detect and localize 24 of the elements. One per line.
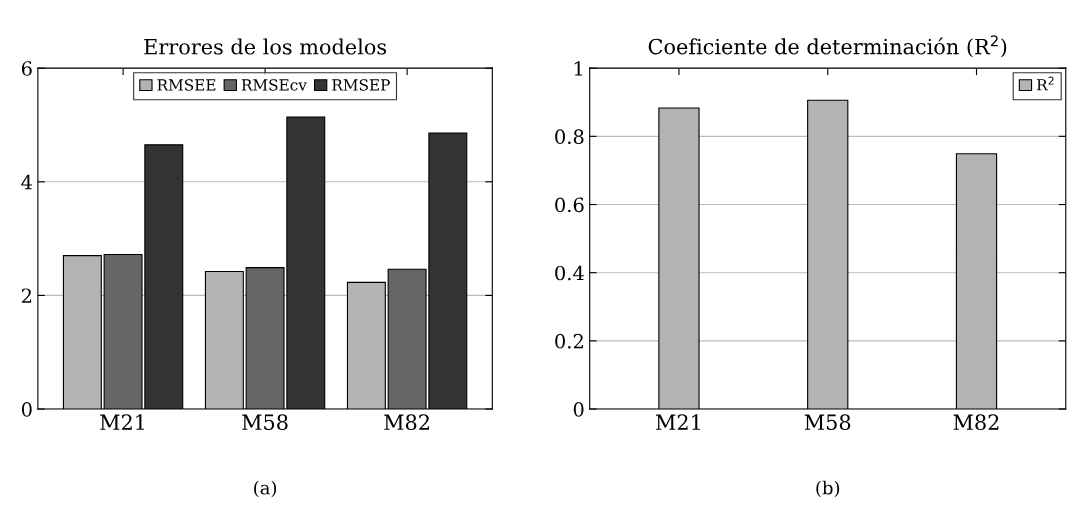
- legend-label: R$^{2}$: [1036, 76, 1054, 91]
- legend-label: RMSEcv: [241, 79, 307, 91]
- x-tick-label: M21: [100, 414, 145, 430]
- x-tick-label: M58: [804, 414, 851, 431]
- x-tick-label: M21: [656, 414, 700, 430]
- y-tick-label: 0.8: [555, 129, 584, 145]
- chart-title: Coeficiente de determinación (R$^{2}$): [648, 35, 1007, 58]
- chart-title: Errores de los modelos: [144, 38, 386, 55]
- x-tick-label: M82: [953, 414, 999, 431]
- text: (b): [816, 480, 840, 498]
- legend-label: RMSEE: [157, 79, 216, 91]
- y-tick-label: 0.4: [555, 265, 584, 281]
- y-tick-label: 2: [21, 288, 32, 303]
- x-tick-label: M82: [384, 414, 429, 431]
- y-tick-label: 6: [21, 61, 32, 76]
- legend-label: RMSEP: [332, 79, 390, 91]
- y-tick-label: 0.6: [555, 197, 584, 213]
- y-tick-label: 0.2: [555, 333, 583, 349]
- y-tick-label: 0: [573, 402, 584, 417]
- y-tick-label: 0: [21, 402, 32, 417]
- y-tick-label: 4: [21, 174, 33, 190]
- x-tick-label: M58: [242, 414, 288, 431]
- y-tick-label: 1: [574, 61, 583, 76]
- text: (a): [254, 480, 277, 498]
